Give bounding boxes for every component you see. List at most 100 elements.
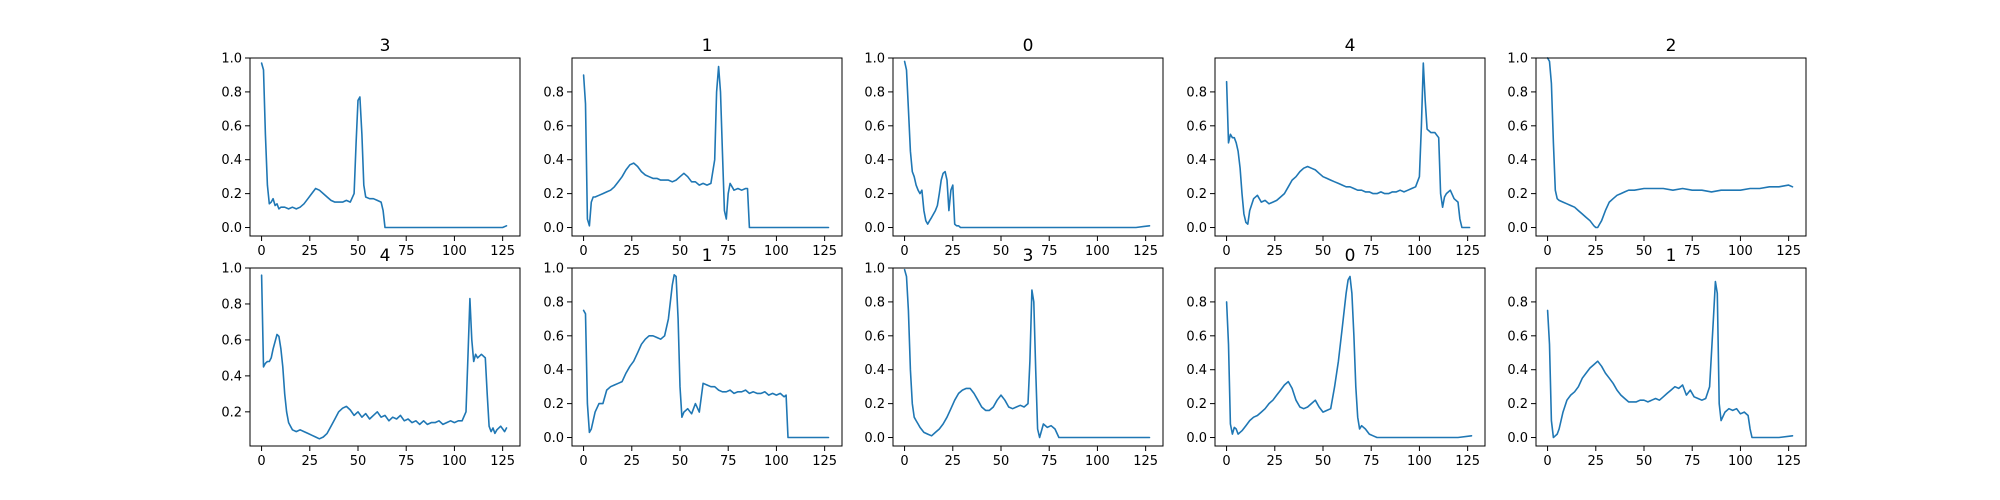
x-tick-label: 100 [1728, 454, 1753, 469]
x-tick-label: 25 [1588, 244, 1605, 259]
x-tick-label: 50 [993, 454, 1010, 469]
y-tick-label: 0.0 [221, 221, 242, 236]
x-tick-label: 0 [257, 454, 265, 469]
x-tick-label: 25 [302, 244, 319, 259]
x-tick-label: 50 [1636, 454, 1653, 469]
y-tick-label: 0.6 [543, 119, 564, 134]
axes-frame [892, 267, 1164, 447]
y-tick-label: 0.4 [221, 153, 242, 168]
axes-frame [249, 57, 521, 237]
x-tick-label: 25 [945, 244, 962, 259]
x-tick-label: 0 [900, 454, 908, 469]
x-tick-label: 100 [1085, 244, 1110, 259]
axes-frame [892, 57, 1164, 237]
x-tick-label: 0 [1543, 244, 1551, 259]
x-tick-label: 50 [350, 244, 367, 259]
x-tick-label: 75 [398, 244, 415, 259]
subplot-title: 4 [1345, 36, 1356, 56]
x-tick-label: 75 [720, 454, 737, 469]
subplot-title: 3 [380, 36, 391, 56]
y-tick-label: 0.4 [543, 363, 564, 378]
y-tick-label: 0.6 [864, 119, 885, 134]
y-tick-label: 0.4 [1186, 153, 1207, 168]
x-tick-label: 75 [720, 244, 737, 259]
subplot-title: 4 [380, 246, 391, 266]
y-tick-label: 0.8 [1186, 295, 1207, 310]
subplot-7: 0 25 50 75 100 125 0.0 0.2 0.4 0.6 0.8 1.0 1 [543, 246, 843, 469]
y-tick-label: 0.8 [221, 85, 242, 100]
series-line [903, 268, 1151, 439]
y-tick-label: 1.0 [543, 262, 564, 277]
axes-frame [1535, 57, 1807, 237]
y-tick-label: 0.2 [221, 187, 242, 202]
subplot-5: 0 25 50 75 100 125 0.0 0.2 0.4 0.6 0.8 1.0 2 [1507, 36, 1807, 259]
x-tick-label: 125 [490, 454, 515, 469]
x-tick-label: 0 [1222, 454, 1230, 469]
x-tick-label: 125 [1133, 454, 1158, 469]
x-tick-label: 50 [1315, 244, 1332, 259]
series-line [582, 65, 830, 229]
y-tick-label: 0.2 [543, 397, 564, 412]
x-tick-label: 25 [624, 454, 641, 469]
x-tick-label: 0 [579, 244, 587, 259]
y-tick-label: 0.4 [221, 369, 242, 384]
y-tick-label: 0.6 [1186, 119, 1207, 134]
x-tick-label: 25 [1267, 454, 1284, 469]
y-tick-label: 1.0 [221, 262, 242, 277]
x-tick-label: 100 [1407, 454, 1432, 469]
y-tick-label: 0.2 [1507, 187, 1528, 202]
y-tick-label: 0.2 [1507, 397, 1528, 412]
x-tick-label: 125 [1133, 244, 1158, 259]
y-tick-label: 0.0 [1186, 431, 1207, 446]
x-tick-label: 25 [945, 454, 962, 469]
x-tick-label: 0 [579, 454, 587, 469]
axes-frame [1214, 57, 1486, 237]
y-tick-label: 1.0 [221, 52, 242, 67]
y-tick-label: 1.0 [864, 52, 885, 67]
series-line [260, 62, 508, 229]
x-tick-label: 100 [1728, 244, 1753, 259]
x-tick-label: 50 [1636, 244, 1653, 259]
subplot-title: 0 [1345, 246, 1356, 266]
subplot-1: 0 25 50 75 100 125 0.0 0.2 0.4 0.6 0.8 1.0 3 [221, 36, 521, 259]
x-tick-label: 125 [1455, 244, 1480, 259]
y-tick-label: 0.8 [1507, 85, 1528, 100]
series-line [582, 273, 830, 439]
y-tick-label: 0.6 [864, 329, 885, 344]
subplot-4: 0 25 50 75 100 125 0.0 0.2 0.4 0.6 0.8 4 [1186, 36, 1486, 259]
y-tick-label: 0.0 [864, 221, 885, 236]
x-tick-label: 0 [900, 244, 908, 259]
y-tick-label: 0.2 [1186, 397, 1207, 412]
y-tick-label: 0.0 [1507, 221, 1528, 236]
x-tick-label: 50 [672, 244, 689, 259]
x-tick-label: 100 [764, 244, 789, 259]
subplot-6: 0 25 50 75 100 125 0.2 0.4 0.6 0.8 1.0 4 [221, 246, 521, 469]
series-line [260, 274, 508, 440]
y-tick-label: 0.0 [543, 221, 564, 236]
series-line [1225, 275, 1473, 439]
y-tick-label: 0.8 [543, 85, 564, 100]
axes-frame [249, 267, 521, 447]
y-tick-label: 0.4 [543, 153, 564, 168]
x-tick-label: 125 [812, 454, 837, 469]
subplot-3: 0 25 50 75 100 125 0.0 0.2 0.4 0.6 0.8 1.0 0 [864, 36, 1164, 259]
y-tick-label: 1.0 [1507, 52, 1528, 67]
subplot-title: 1 [702, 36, 713, 56]
subplot-title: 1 [1666, 246, 1677, 266]
y-tick-label: 0.6 [1507, 329, 1528, 344]
axes-frame [571, 267, 843, 447]
y-tick-label: 0.6 [221, 333, 242, 348]
y-tick-label: 0.0 [1186, 221, 1207, 236]
x-tick-label: 75 [398, 454, 415, 469]
series-line [1546, 280, 1794, 439]
x-tick-label: 125 [812, 244, 837, 259]
y-tick-label: 0.0 [1507, 431, 1528, 446]
y-tick-label: 0.4 [1507, 153, 1528, 168]
subplot-title: 3 [1023, 246, 1034, 266]
y-tick-label: 0.2 [221, 405, 242, 420]
subplot-title: 1 [702, 246, 713, 266]
x-tick-label: 75 [1684, 244, 1701, 259]
x-tick-label: 0 [1222, 244, 1230, 259]
x-tick-label: 0 [1543, 454, 1551, 469]
